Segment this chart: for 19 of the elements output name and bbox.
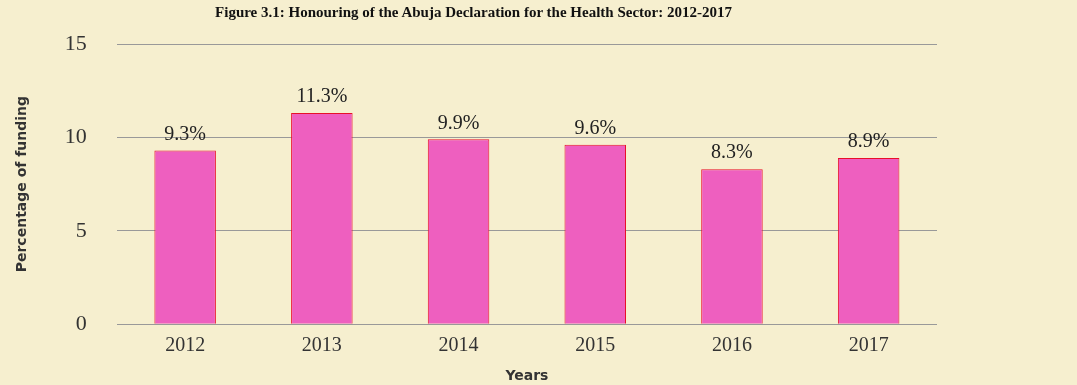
x-axis-title: Years [504, 367, 549, 384]
x-tick-label: 2014 [438, 333, 479, 356]
y-tick-label: 0 [75, 309, 87, 335]
x-tick-label: 2016 [711, 333, 752, 356]
data-label: 8.9% [847, 129, 890, 152]
x-tick-label: 2017 [848, 333, 889, 356]
x-tick-label: 2013 [301, 333, 342, 356]
y-tick-label: 15 [64, 29, 87, 55]
chart-title: Figure 3.1: Honouring of the Abuja Declaration for the Health Sector: 2012-2017 [215, 3, 733, 20]
x-tick-label: 2012 [165, 333, 206, 356]
data-label: 9.3% [164, 121, 206, 144]
x-tick-label: 2015 [575, 333, 616, 356]
data-label: 9.6% [574, 116, 617, 139]
y-axis-title: Percentage of funding [13, 95, 30, 273]
data-label: 11.3% [296, 84, 348, 107]
y-tick-label: 10 [64, 123, 87, 149]
y-tick-label: 5 [75, 216, 87, 242]
data-label: 9.9% [437, 110, 480, 133]
data-label: 8.3% [711, 140, 753, 163]
